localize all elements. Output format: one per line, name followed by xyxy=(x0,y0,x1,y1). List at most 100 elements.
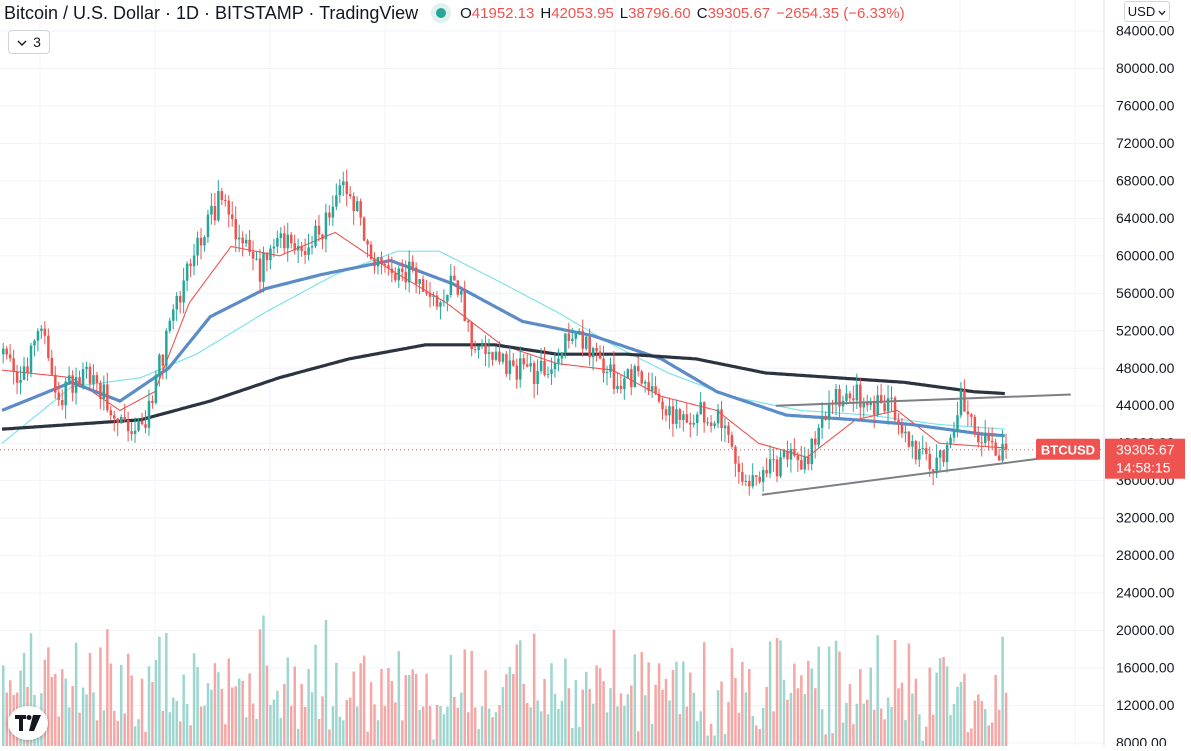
candle-body xyxy=(987,433,990,441)
low-value: 38796.60 xyxy=(628,4,691,22)
volume-bar xyxy=(296,728,300,746)
candle-body xyxy=(172,309,175,321)
candle-body xyxy=(338,185,342,196)
volume-bar xyxy=(349,697,352,746)
volume-bar xyxy=(182,674,185,746)
candle-body xyxy=(883,403,886,412)
volume-bar xyxy=(616,706,619,746)
currency-select[interactable]: USD xyxy=(1124,1,1170,22)
candlesticks[interactable] xyxy=(2,169,1008,496)
volume-bar xyxy=(876,635,879,746)
candle-body xyxy=(418,279,421,285)
candle-body xyxy=(890,397,893,399)
candle-body xyxy=(442,301,446,303)
candle-body xyxy=(567,333,571,341)
volume-bar xyxy=(189,725,192,746)
volume-bar xyxy=(439,705,442,746)
candle-body xyxy=(165,330,168,366)
volume-bar xyxy=(473,707,477,746)
volume-bar xyxy=(64,678,67,746)
tradingview-logo-icon[interactable] xyxy=(8,706,48,740)
candle-body xyxy=(553,362,557,370)
volume-bar xyxy=(637,731,640,746)
candle-body xyxy=(29,345,33,373)
candle-body xyxy=(116,418,120,424)
volume-bar xyxy=(789,692,793,746)
candle-body xyxy=(501,353,505,362)
candle-body xyxy=(675,409,678,424)
candle-body xyxy=(369,244,373,259)
candle-body xyxy=(119,416,123,424)
candle-body xyxy=(147,400,151,428)
indicators-collapse-button[interactable]: 3 xyxy=(8,30,50,54)
chevron-down-icon xyxy=(1158,4,1166,19)
candle-body xyxy=(217,191,220,221)
candle-body xyxy=(977,433,980,443)
candle-body xyxy=(862,401,866,408)
volume-bar xyxy=(338,716,342,746)
candle-body xyxy=(168,320,172,331)
volume-bar xyxy=(418,710,421,746)
symbol-title[interactable]: Bitcoin / U.S. Dollar · 1D · BITSTAMP · … xyxy=(4,2,419,23)
volume-bar xyxy=(619,693,623,746)
volume-bar xyxy=(487,708,491,746)
candle-body xyxy=(290,234,293,244)
candle-body xyxy=(154,375,158,404)
candle-body xyxy=(647,382,650,392)
volume-bar xyxy=(709,723,713,746)
volume-bar xyxy=(591,703,595,746)
volume-bar xyxy=(751,715,755,746)
candle-body xyxy=(827,403,831,420)
candle-body xyxy=(407,261,411,283)
low-label: L xyxy=(619,4,629,22)
volume-bar xyxy=(428,706,432,746)
trend-line xyxy=(761,453,1071,496)
candle-body xyxy=(394,273,397,281)
candle-body xyxy=(196,237,199,256)
candle-body xyxy=(584,336,588,349)
candle-body xyxy=(317,225,321,235)
volume-bar xyxy=(352,671,355,746)
volume-bar xyxy=(407,674,411,746)
volume-bar xyxy=(682,661,685,746)
volume-bar xyxy=(99,647,102,746)
candle-body xyxy=(466,320,470,323)
chart-header: Bitcoin / U.S. Dollar · 1D · BITSTAMP · … xyxy=(0,0,911,26)
volume-bar xyxy=(883,719,886,746)
price-axis[interactable]: 84000.00 80000.00 76000.00 72000.00 68000.00… xyxy=(1103,0,1191,751)
volume-bar xyxy=(442,714,446,746)
price-tick-label: 80000.00 xyxy=(1116,60,1175,76)
candle-body xyxy=(970,414,973,417)
candle-body xyxy=(265,252,269,261)
price-tick-label: 24000.00 xyxy=(1116,585,1175,601)
candle-body xyxy=(8,354,12,359)
candle-body xyxy=(602,358,605,374)
candle-body xyxy=(768,459,772,474)
candle-body xyxy=(262,252,265,282)
candle-body xyxy=(248,239,251,252)
volume-bar xyxy=(519,640,522,746)
volume-bar xyxy=(345,700,349,746)
candle-body xyxy=(470,322,473,350)
high-value: 42053.95 xyxy=(551,4,614,22)
volume-bar xyxy=(456,707,460,746)
candle-body xyxy=(224,200,227,202)
candle-body xyxy=(574,333,578,339)
volume-bar xyxy=(800,675,803,746)
volume-bar xyxy=(300,683,303,746)
trend-lines[interactable] xyxy=(761,393,1071,496)
candle-body xyxy=(192,255,196,267)
volume-bar xyxy=(643,695,647,746)
volume-bar xyxy=(609,688,612,746)
candle-body xyxy=(824,415,827,420)
volume-bar xyxy=(484,670,487,746)
last-price-tag xyxy=(1105,438,1185,479)
candle-body xyxy=(189,263,192,267)
volume-bar xyxy=(588,688,591,746)
volume-bar xyxy=(949,714,952,746)
candle-body xyxy=(22,366,26,380)
volume-bar xyxy=(706,735,709,746)
volume-bar xyxy=(827,646,831,746)
